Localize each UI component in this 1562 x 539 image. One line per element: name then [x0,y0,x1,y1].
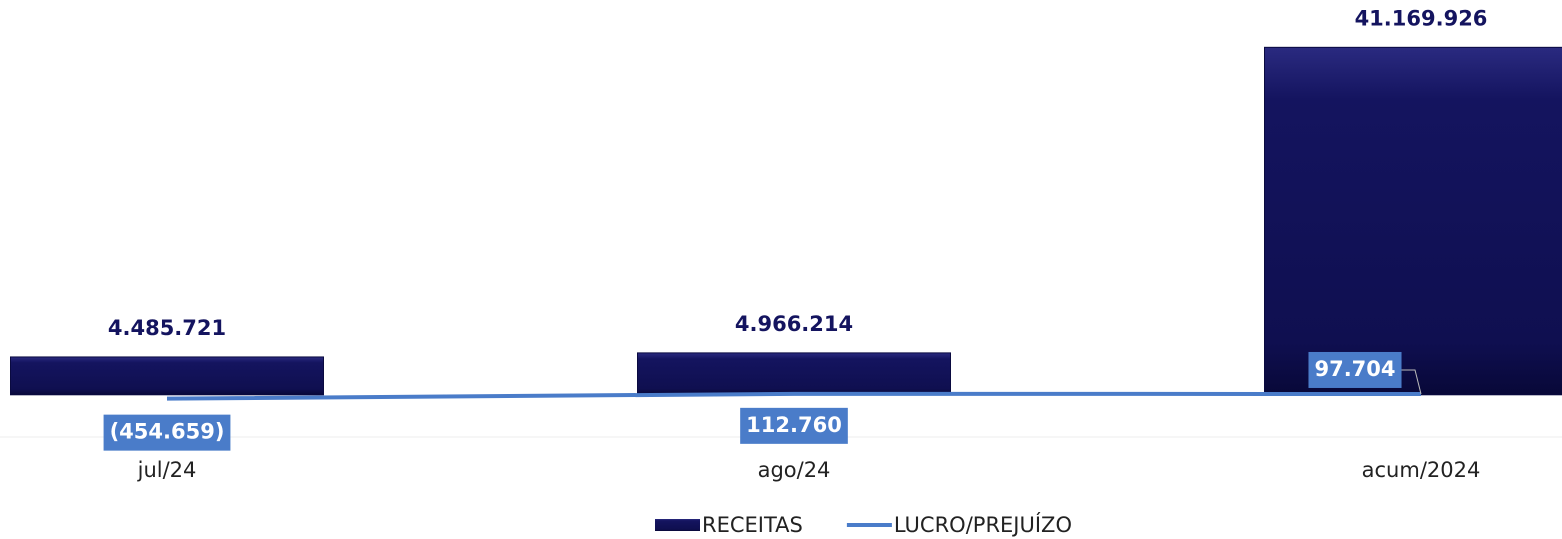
bar [1264,46,1562,396]
leader-line [1401,369,1422,395]
label-box [740,407,848,444]
legend-label: LUCRO/PREJUÍZO [894,512,1072,537]
label-box [1308,351,1402,388]
line-value-text: 112.760 [746,413,842,437]
label-box [103,414,231,451]
line-value-label: 97.704 [1308,351,1422,395]
bar-value-label: 4.966.214 [735,312,853,336]
x-tick-label: ago/24 [758,458,831,482]
legend-label: RECEITAS [702,513,803,537]
x-tick-label: jul/24 [137,458,197,482]
line-value-label: 112.760 [740,407,848,444]
bar-value-label: 41.169.926 [1355,6,1488,30]
line-value-label: (454.659) [103,414,231,451]
legend-swatch [655,519,700,531]
bar [637,352,951,396]
bar [10,356,324,396]
line-value-text: 97.704 [1314,357,1395,381]
line [166,391,1422,401]
line-value-text: (454.659) [110,420,225,444]
bar-value-label: 4.485.721 [108,316,226,340]
x-tick-label: acum/2024 [1362,458,1481,482]
